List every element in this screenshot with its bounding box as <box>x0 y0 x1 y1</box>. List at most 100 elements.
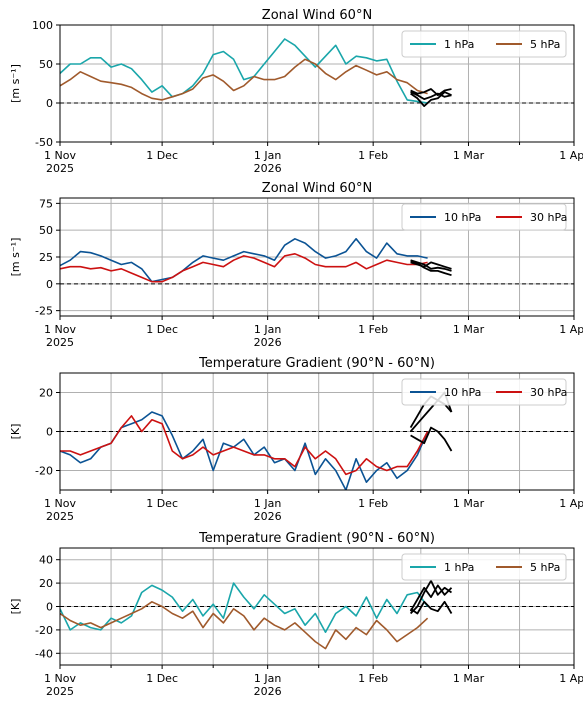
x-tick-label: 1 Apr <box>559 149 583 162</box>
x-tick-label: 1 Mar <box>453 323 485 336</box>
x-tick-label: 1 Feb <box>358 323 388 336</box>
x-tick-label: 1 Nov <box>44 672 76 685</box>
legend-label: 30 hPa <box>530 386 567 399</box>
y-tick-label: 25 <box>39 251 53 264</box>
y-tick-label: -40 <box>35 647 53 660</box>
y-tick-label: 100 <box>32 19 53 32</box>
legend: 1 hPa 5 hPa <box>401 553 567 581</box>
x-tick-year-label: 2026 <box>254 510 282 523</box>
axes-frame <box>59 24 575 143</box>
x-tick-year-label: 2026 <box>254 162 282 175</box>
legend-label: 10 hPa <box>444 211 481 224</box>
x-tick-year-label: 2026 <box>254 336 282 349</box>
x-tick-label: 1 Nov <box>44 323 76 336</box>
y-tick-label: -25 <box>35 305 53 318</box>
forecast-line <box>410 88 452 97</box>
y-tick-label: -20 <box>35 465 53 478</box>
x-tick-label: 1 Feb <box>358 497 388 510</box>
legend-label: 10 hPa <box>444 386 481 399</box>
x-tick-label: 1 Nov <box>44 149 76 162</box>
y-tick-label: 50 <box>39 224 53 237</box>
legend-box <box>401 553 567 581</box>
y-axis-label: [m s⁻¹] <box>9 64 22 103</box>
x-tick-label: 1 Feb <box>358 672 388 685</box>
y-tick-label: 0 <box>46 278 53 291</box>
y-axis-label: [K] <box>9 424 22 440</box>
chart-title: Temperature Gradient (90°N - 60°N) <box>198 531 435 546</box>
forecast-line <box>410 91 452 107</box>
legend: 1 hPa 5 hPa <box>401 30 567 58</box>
legend-label: 5 hPa <box>530 561 560 574</box>
x-tick-label: 1 Dec <box>146 672 178 685</box>
y-tick-label: 20 <box>39 387 53 400</box>
y-tick-label: 0 <box>46 426 53 439</box>
chart-title: Zonal Wind 60°N <box>262 181 372 196</box>
series-line-5-hpa <box>60 58 428 101</box>
y-tick-label: -50 <box>35 136 53 149</box>
forecast-line <box>410 426 453 452</box>
legend-label: 30 hPa <box>530 211 567 224</box>
x-tick-label: 1 Dec <box>146 149 178 162</box>
forecast-line <box>409 584 453 612</box>
forecast-line <box>410 260 452 277</box>
forecast-line <box>410 600 453 615</box>
series-line-30-hpa <box>60 415 429 476</box>
y-axis-label: [K] <box>9 599 22 615</box>
x-tick-year-label: 2025 <box>46 162 74 175</box>
y-tick-label: 0 <box>46 601 53 614</box>
legend: 10 hPa 30 hPa <box>401 203 567 231</box>
x-tick-label: 1 Jan <box>254 323 281 336</box>
legend-label: 1 hPa <box>444 38 474 51</box>
forecast-line <box>409 579 453 615</box>
series-line-1-hpa <box>60 582 429 634</box>
series-group <box>60 579 453 650</box>
x-tick-label: 1 Jan <box>254 497 281 510</box>
y-tick-label: 75 <box>39 197 53 210</box>
legend-box <box>401 203 567 231</box>
x-tick-label: 1 Feb <box>358 149 388 162</box>
x-tick-year-label: 2026 <box>254 685 282 698</box>
y-tick-label: 20 <box>39 577 53 590</box>
series-group <box>60 391 453 490</box>
x-tick-year-label: 2025 <box>46 685 74 698</box>
y-tick-label: 50 <box>39 58 53 71</box>
x-tick-label: 1 Jan <box>254 149 281 162</box>
forecast-line <box>410 261 452 270</box>
series-line-30-hpa <box>60 253 428 283</box>
legend-label: 1 hPa <box>444 561 474 574</box>
x-tick-label: 1 Apr <box>559 672 583 685</box>
legend-box <box>401 30 567 58</box>
x-tick-label: 1 Mar <box>453 149 485 162</box>
series-group <box>60 238 452 283</box>
series-line-5-hpa <box>60 600 429 650</box>
y-tick-label: 0 <box>46 97 53 110</box>
x-tick-label: 1 Mar <box>453 497 485 510</box>
chart-title: Zonal Wind 60°N <box>262 8 372 23</box>
x-tick-year-label: 2025 <box>46 336 74 349</box>
forecast-line <box>410 259 452 272</box>
x-tick-label: 1 Apr <box>559 323 583 336</box>
y-axis-label: [m s⁻¹] <box>9 238 22 277</box>
series-line-10-hpa <box>60 238 428 283</box>
legend: 10 hPa 30 hPa <box>401 378 567 406</box>
x-tick-label: 1 Jan <box>254 672 281 685</box>
x-tick-label: 1 Nov <box>44 497 76 510</box>
y-tick-label: -20 <box>35 624 53 637</box>
legend-box <box>401 378 567 406</box>
chart-title: Temperature Gradient (90°N - 60°N) <box>198 356 435 371</box>
x-tick-label: 1 Dec <box>146 323 178 336</box>
forecast-line <box>410 91 452 100</box>
x-tick-label: 1 Dec <box>146 497 178 510</box>
y-tick-label: 40 <box>39 554 53 567</box>
x-tick-label: 1 Mar <box>453 672 485 685</box>
x-tick-year-label: 2025 <box>46 510 74 523</box>
legend-label: 5 hPa <box>530 38 560 51</box>
x-tick-label: 1 Apr <box>559 497 583 510</box>
series-line-1-hpa <box>60 38 428 104</box>
series-group <box>60 38 452 107</box>
